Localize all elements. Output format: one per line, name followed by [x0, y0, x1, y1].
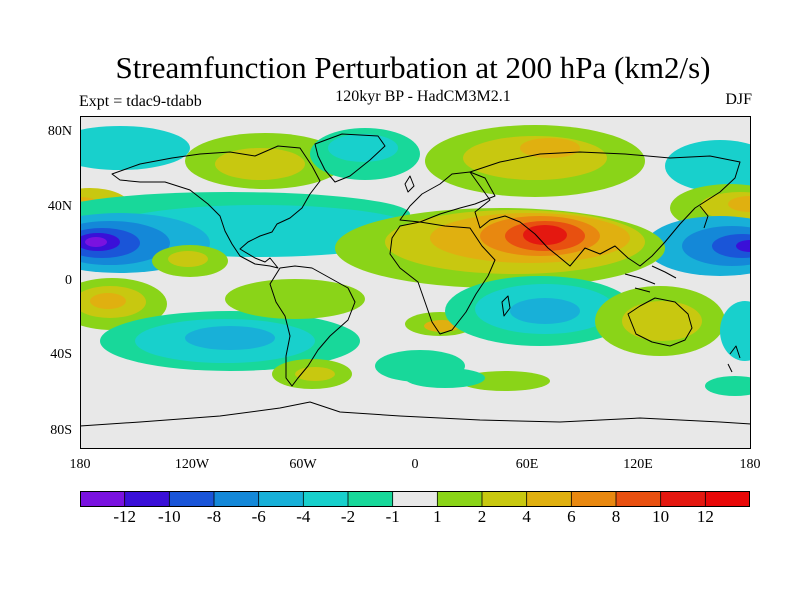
- contour-npacific-high-inner: [728, 196, 751, 212]
- colorbar-boxes: [80, 491, 750, 507]
- colorbar-tick-label: 10: [652, 507, 670, 526]
- contour-neasia-low: [665, 140, 751, 192]
- colorbar-tick-label: 4: [522, 507, 531, 526]
- contour-australia-high-2: [622, 301, 702, 341]
- contour-asia-high-6: [523, 225, 567, 245]
- season-label: DJF: [725, 91, 752, 108]
- streamfunction-map: [80, 116, 751, 449]
- coast-europe: [399, 171, 496, 223]
- contour-southern-ocean-low: [405, 368, 485, 388]
- contour-samerica-high: [225, 279, 365, 319]
- colorbar-box: [124, 491, 171, 507]
- map-panel: [80, 116, 751, 449]
- colorbar-box: [213, 491, 260, 507]
- colorbar-tick-label: -12: [113, 507, 136, 526]
- lon-label-120e: 120E: [623, 457, 653, 472]
- contour-swpacific-low: [720, 301, 751, 361]
- colorbar-frame: [80, 491, 750, 507]
- contour-southern-ocean-low-east: [705, 376, 751, 396]
- coast-antarctica: [80, 401, 751, 427]
- contour-spacific-high-3: [90, 293, 126, 309]
- lon-label-120w: 120W: [174, 457, 210, 472]
- coast-new-zealand: [727, 345, 741, 373]
- contour-canada-high-inner: [215, 148, 305, 180]
- contour-nwpacific-low-4: [736, 240, 751, 252]
- contour-atlantic-low-inner: [328, 134, 398, 162]
- colorbar-box: [302, 491, 349, 507]
- contour-nwpacific-low-3: [712, 234, 751, 258]
- lon-label-60w: 60W: [289, 457, 317, 472]
- coast-greenland: [314, 133, 386, 183]
- colorbar-box: [258, 491, 305, 507]
- plot-subtitle: 120kyr BP - HadCM3M2.1: [335, 88, 511, 105]
- colorbar-box: [481, 491, 528, 507]
- contour-indian-low-3: [510, 298, 580, 324]
- colorbar-box: [436, 491, 483, 507]
- colorbar-tick-label: 8: [611, 507, 621, 526]
- colorbar-box: [347, 491, 394, 507]
- contour-eurasia-high-inner: [520, 138, 580, 158]
- coast-south-america: [269, 265, 356, 387]
- coast-britain: [404, 175, 415, 193]
- colorbar-tick-label: 6: [567, 507, 576, 526]
- colorbar-tick-label: 12: [696, 507, 714, 526]
- colorbar-tick-label: -6: [251, 507, 266, 526]
- contour-patagonia-high-inner: [295, 367, 335, 381]
- coast-japan: [699, 205, 709, 229]
- coast-asia: [469, 151, 741, 267]
- colorbar-tick-label: 1: [433, 507, 442, 526]
- experiment-label: Expt = tdac9-tdabb: [79, 93, 202, 110]
- map-frame: [80, 116, 751, 449]
- colorbar-tick-label: -1: [385, 507, 400, 526]
- coastlines: [80, 133, 751, 427]
- colorbar-box: [392, 491, 439, 507]
- contour-field: [80, 125, 751, 396]
- coast-north-america: [111, 145, 321, 269]
- colorbar-box: [80, 491, 126, 507]
- lat-label-40n: 40N: [47, 199, 72, 214]
- colorbar: [80, 491, 750, 507]
- lon-label-180w: 180: [69, 457, 91, 472]
- colorbar-box: [526, 491, 573, 507]
- coast-africa: [389, 221, 496, 335]
- coast-australia: [627, 297, 693, 347]
- coast-maritime-continent: [624, 265, 677, 293]
- contour-arctic-low: [80, 126, 190, 170]
- lon-label-180e: 180: [739, 457, 761, 472]
- contour-tpacific-high-inner: [168, 251, 208, 267]
- colorbar-box: [615, 491, 662, 507]
- lon-label-0: 0: [411, 457, 419, 472]
- colorbar-tick-label: -2: [340, 507, 356, 526]
- lat-label-80s: 80S: [50, 423, 72, 438]
- colorbar-tick-label: 2: [477, 507, 487, 526]
- lon-label-60e: 60E: [515, 457, 539, 472]
- coast-madagascar: [501, 295, 511, 317]
- colorbar-box: [660, 491, 707, 507]
- colorbar-box: [570, 491, 617, 507]
- colorbar-tick-label: -8: [206, 507, 222, 526]
- lat-label-40s: 40S: [50, 347, 72, 362]
- colorbar-tick-label: -4: [296, 507, 311, 526]
- colorbar-tick-label: -10: [157, 507, 181, 526]
- lat-label-80n: 80N: [47, 124, 72, 139]
- colorbar-box: [704, 491, 750, 507]
- contour-cpacific-low-5: [85, 237, 107, 247]
- lat-label-0: 0: [65, 273, 72, 288]
- colorbar-box: [168, 491, 215, 507]
- plot-title: Streamfunction Perturbation at 200 hPa (…: [115, 50, 711, 85]
- contour-spacific-low-3: [185, 326, 275, 350]
